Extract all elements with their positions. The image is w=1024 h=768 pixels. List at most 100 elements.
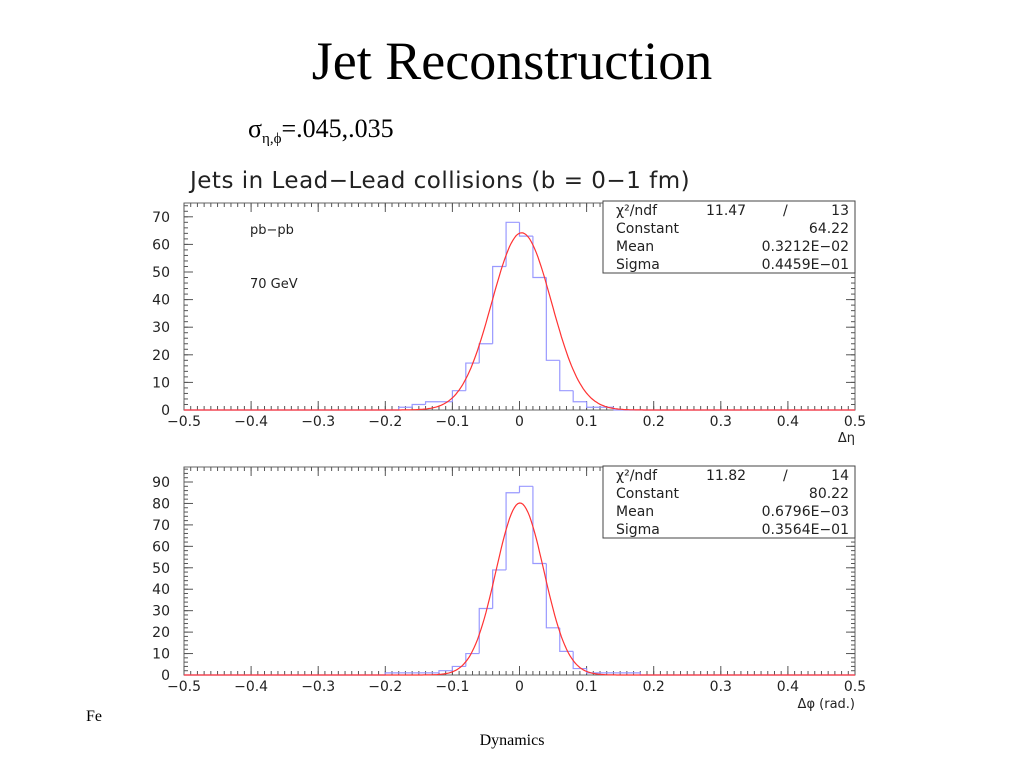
y-tick-label: 80 bbox=[152, 496, 170, 512]
x-tick-label: 0.2 bbox=[643, 679, 665, 695]
stats-box-frame bbox=[602, 465, 856, 539]
histogram-bin bbox=[478, 607, 493, 654]
histogram-bin bbox=[586, 668, 601, 674]
histogram-bin bbox=[411, 403, 426, 408]
x-tick-label: −0.2 bbox=[368, 414, 402, 430]
gaussian-fit-curve bbox=[184, 232, 855, 411]
sigma-resolution-label: ση,ϕ=.045,.035 bbox=[248, 114, 394, 148]
x-tick-label: −0.1 bbox=[435, 414, 469, 430]
histogram-bin bbox=[505, 221, 520, 267]
footer-left-text: Fe bbox=[86, 708, 102, 725]
y-tick-label: 70 bbox=[152, 210, 170, 226]
stats-chi2-value: 11.82 bbox=[706, 468, 746, 484]
histogram-bin bbox=[626, 672, 641, 675]
y-tick-label: 60 bbox=[152, 237, 170, 253]
stats-label: Mean bbox=[616, 504, 654, 520]
stats-value: 0.6796E−03 bbox=[762, 504, 849, 520]
y-tick-label: 10 bbox=[152, 375, 170, 391]
x-tick-label: 0 bbox=[515, 679, 524, 695]
y-tick-label: 0 bbox=[161, 403, 170, 419]
x-axis-label: Δη bbox=[838, 431, 855, 446]
y-tick-label: 50 bbox=[152, 561, 170, 577]
sigma-values: =.045,.035 bbox=[281, 114, 394, 143]
x-tick-label: −0.4 bbox=[234, 414, 268, 430]
histogram-panel-2: −0.5 −0.4 −0.3 −0.2 −0.1 0 0.1 0.2 0.3 0.4 0.5 0 10 2… bbox=[152, 465, 866, 712]
plot-annotation: pb−pb bbox=[250, 223, 294, 238]
x-tick-label: 0.4 bbox=[777, 679, 799, 695]
stats-slash: / bbox=[783, 468, 788, 484]
x-tick-label: 0 bbox=[515, 414, 524, 430]
histogram-bin bbox=[492, 265, 507, 344]
stats-value: 0.3212E−02 bbox=[762, 239, 849, 255]
x-tick-label: −0.5 bbox=[167, 679, 201, 695]
sigma-symbol: σ bbox=[248, 114, 263, 143]
y-tick-label: 30 bbox=[152, 604, 170, 620]
histogram-bin bbox=[398, 406, 413, 410]
stats-label: Sigma bbox=[616, 257, 660, 273]
stats-label: χ²/ndf bbox=[616, 203, 658, 219]
histogram-bin bbox=[572, 390, 587, 403]
histogram-bin bbox=[492, 569, 507, 609]
x-tick-label: 0.1 bbox=[575, 679, 597, 695]
histogram-bin bbox=[572, 651, 587, 670]
sigma-subscript: η,ϕ bbox=[262, 131, 282, 148]
histogram-bin bbox=[518, 485, 533, 493]
y-tick-label: 70 bbox=[152, 518, 170, 534]
x-tick-label: 0.3 bbox=[710, 679, 732, 695]
y-tick-label: 60 bbox=[152, 539, 170, 555]
histogram-bin bbox=[505, 492, 520, 570]
y-tick-label: 30 bbox=[152, 320, 170, 336]
histogram-bin bbox=[600, 406, 615, 410]
x-tick-label: 0.5 bbox=[844, 414, 866, 430]
histogram-bin bbox=[559, 360, 574, 392]
x-tick-label: 0.3 bbox=[710, 414, 732, 430]
x-axis-label: Δφ (rad.) bbox=[798, 697, 855, 712]
x-tick-label: −0.4 bbox=[234, 679, 268, 695]
x-tick-label: −0.1 bbox=[435, 679, 469, 695]
stats-label: Constant bbox=[616, 221, 679, 237]
histogram-bin bbox=[384, 672, 399, 675]
x-tick-label: −0.3 bbox=[301, 679, 335, 695]
y-tick-label: 20 bbox=[152, 625, 170, 641]
histogram-bin bbox=[532, 236, 547, 279]
x-tick-label: 0.4 bbox=[777, 414, 799, 430]
y-tick-label: 40 bbox=[152, 293, 170, 309]
plot-annotation: 70 GeV bbox=[250, 277, 298, 292]
y-tick-label: 50 bbox=[152, 265, 170, 281]
x-tick-label: −0.5 bbox=[167, 414, 201, 430]
stats-box-frame bbox=[602, 200, 856, 274]
slide-title: Jet Reconstruction bbox=[311, 31, 713, 91]
y-tick-label: 0 bbox=[161, 668, 170, 684]
x-tick-label: −0.2 bbox=[368, 679, 402, 695]
stats-value: 80.22 bbox=[809, 486, 849, 502]
gaussian-fit-curve bbox=[184, 502, 855, 676]
stats-value: 0.4459E−01 bbox=[762, 257, 849, 273]
plot-title: Jets in Lead−Lead collisions (b = 0−1 fm… bbox=[190, 168, 691, 194]
histogram-bin bbox=[586, 401, 601, 408]
fit-stats-box: χ²/ndf 11.82 / 14 Constant 80.22 Mean 0.6796E−0… bbox=[602, 465, 856, 539]
stats-label: χ²/ndf bbox=[616, 468, 658, 484]
x-tick-label: 0.2 bbox=[643, 414, 665, 430]
histogram-bin bbox=[424, 401, 439, 405]
y-tick-label: 20 bbox=[152, 348, 170, 364]
histogram-bin bbox=[438, 670, 453, 673]
histogram-bin bbox=[545, 277, 560, 361]
stats-value: 0.3564E−01 bbox=[762, 522, 849, 538]
stats-label: Sigma bbox=[616, 522, 660, 538]
histogram-bin bbox=[559, 627, 574, 653]
histogram-bin bbox=[545, 563, 560, 629]
stats-value: 64.22 bbox=[809, 221, 849, 237]
x-tick-label: −0.3 bbox=[301, 414, 335, 430]
stats-label: Mean bbox=[616, 239, 654, 255]
y-tick-label: 10 bbox=[152, 647, 170, 663]
fit-stats-box: χ²/ndf 11.47 / 13 Constant 64.22 Mean 0.3212E−0… bbox=[602, 200, 856, 274]
histogram-bin bbox=[478, 343, 493, 364]
stats-ndf-value: 14 bbox=[831, 468, 849, 484]
stats-ndf-value: 13 bbox=[831, 203, 849, 219]
footer-center-text: Dynamics bbox=[479, 732, 545, 749]
histogram-bin bbox=[465, 362, 480, 391]
y-tick-label: 90 bbox=[152, 475, 170, 491]
stats-chi2-value: 11.47 bbox=[706, 203, 746, 219]
histogram-panel-1: −0.5 −0.4 −0.3 −0.2 −0.1 0 0.1 0.2 0.3 0.4 0.5 0 10 2… bbox=[152, 200, 866, 446]
